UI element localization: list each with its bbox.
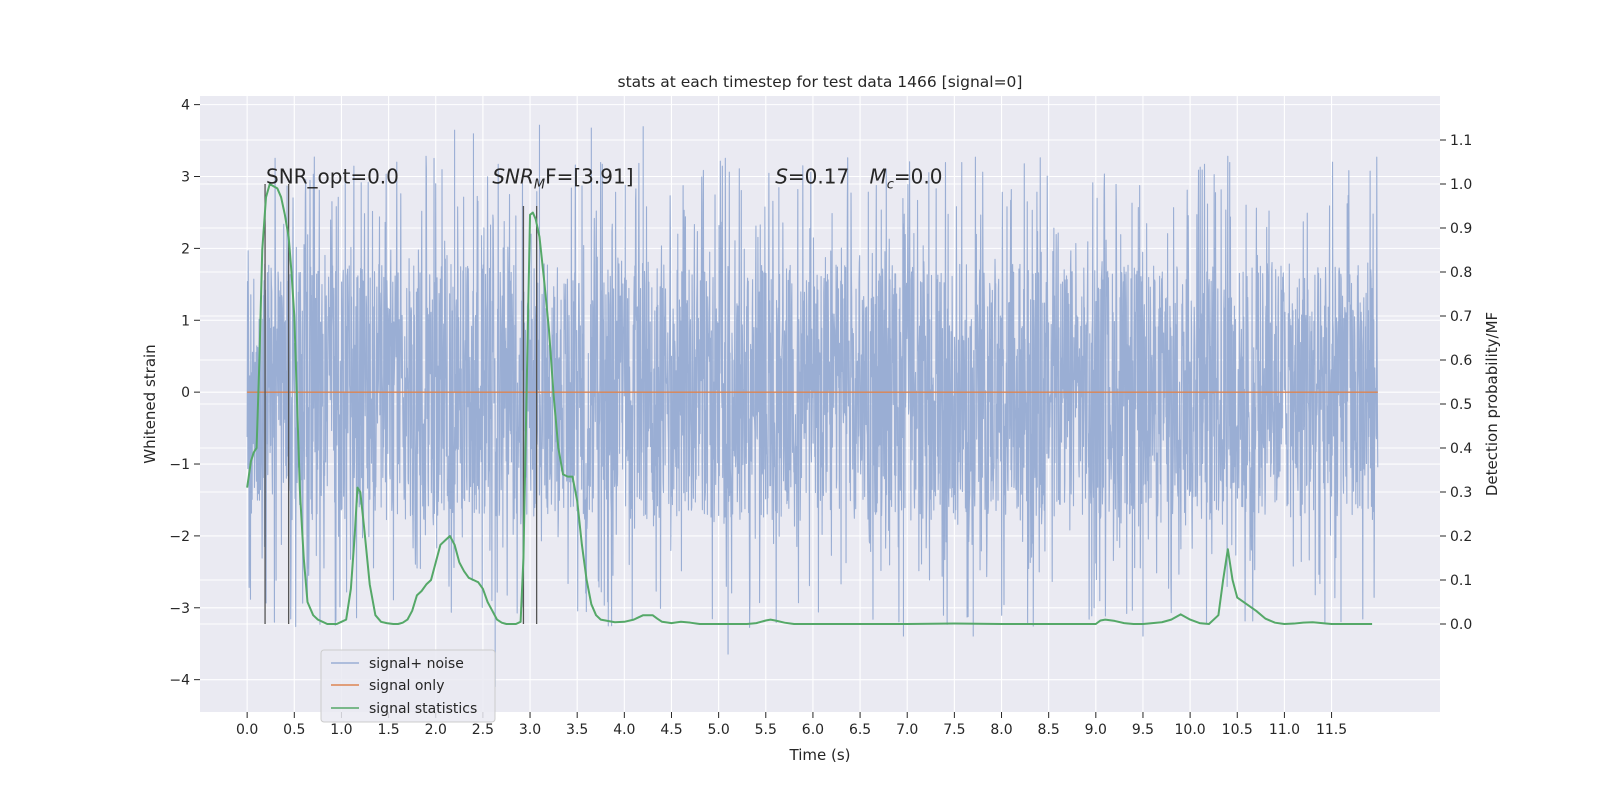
y2-tick-label: 1.1: [1450, 133, 1472, 149]
x-tick-label: 8.0: [990, 722, 1012, 738]
y-tick-label: 1: [181, 313, 190, 329]
y-axis-label: Whitened strain: [141, 344, 159, 463]
legend-box: [320, 649, 496, 723]
legend-label-statistics: signal statistics: [369, 701, 477, 717]
stat-annotation: SNRMF=[3.91]: [492, 165, 633, 193]
x-tick-label: 3.5: [566, 722, 588, 738]
y2-tick-label: 1.0: [1450, 177, 1472, 193]
x-tick-label: 0.5: [283, 722, 305, 738]
y-tick-label: −2: [169, 529, 190, 545]
x-tick-label: 2.0: [425, 722, 447, 738]
y2-tick-label: 0.5: [1450, 397, 1472, 413]
x-tick-label: 0.0: [236, 722, 258, 738]
x-tick-label: 2.5: [472, 722, 494, 738]
x-tick-label: 10.5: [1222, 722, 1253, 738]
x-axis-label: Time (s): [789, 746, 851, 764]
y2-tick-label: 0.3: [1450, 485, 1472, 501]
x-tick-label: 1.5: [377, 722, 399, 738]
x-tick-label: 7.0: [896, 722, 918, 738]
legend-label-noise: signal+ noise: [369, 656, 464, 672]
x-tick-label: 10.0: [1175, 722, 1206, 738]
legend-label-signal-only: signal only: [369, 678, 444, 694]
y2-tick-label: 0.1: [1450, 573, 1472, 589]
stat-annotation: Mc=0.0: [870, 165, 943, 193]
x-tick-label: 11.0: [1269, 722, 1300, 738]
y-tick-label: 2: [181, 241, 190, 257]
y-tick-label: 0: [181, 385, 190, 401]
x-tick-label: 5.5: [755, 722, 777, 738]
y2-tick-label: 0.9: [1450, 221, 1472, 237]
y-tick-label: 3: [181, 170, 190, 186]
x-tick-label: 6.5: [849, 722, 871, 738]
y-tick-label: −3: [169, 601, 190, 617]
chart-title: stats at each timestep for test data 146…: [618, 73, 1023, 91]
y-tick-label: −1: [169, 457, 190, 473]
y2-axis-label: Detection probability/MF: [1483, 312, 1501, 496]
x-tick-label: 7.5: [943, 722, 965, 738]
signal-noise-series: [246, 124, 1379, 687]
x-tick-label: 9.0: [1085, 722, 1107, 738]
x-tick-label: 1.0: [330, 722, 352, 738]
statistics-line: [246, 183, 1373, 625]
y2-tick-label: 0.2: [1450, 529, 1472, 545]
axis-ticks: 0.0 0.5 1.0 1.5 2.0 2.5 3.0 3.5 4.0 4.5 5.0 5.5 6.0 6…: [169, 98, 1472, 738]
signal-statistics-series: [246, 183, 1373, 625]
x-tick-label: 6.0: [802, 722, 824, 738]
legend: signal+ noise signal only signal statist…: [320, 649, 496, 723]
x-tick-label: 5.0: [707, 722, 729, 738]
x-tick-label: 11.5: [1316, 722, 1347, 738]
x-tick-label: 9.5: [1132, 722, 1154, 738]
y-tick-label: −4: [169, 673, 190, 689]
annotations: SNR_opt=0.0 SNRMF=[3.91] S=0.17 Mc=0.0: [266, 165, 942, 193]
y2-tick-label: 0.8: [1450, 265, 1472, 281]
y-tick-label: 4: [181, 98, 190, 114]
x-tick-label: 8.5: [1038, 722, 1060, 738]
y2-tick-label: 0.6: [1450, 353, 1472, 369]
x-tick-label: 3.0: [519, 722, 541, 738]
x-tick-label: 4.5: [660, 722, 682, 738]
noise-trace: [246, 124, 1379, 687]
stat-annotation: SNR_opt=0.0: [266, 165, 399, 189]
stat-annotation: S=0.17: [775, 165, 849, 189]
y2-tick-label: 0.0: [1450, 617, 1472, 633]
x-tick-label: 4.0: [613, 722, 635, 738]
y2-tick-label: 0.7: [1450, 309, 1472, 325]
y2-tick-label: 0.4: [1450, 441, 1472, 457]
